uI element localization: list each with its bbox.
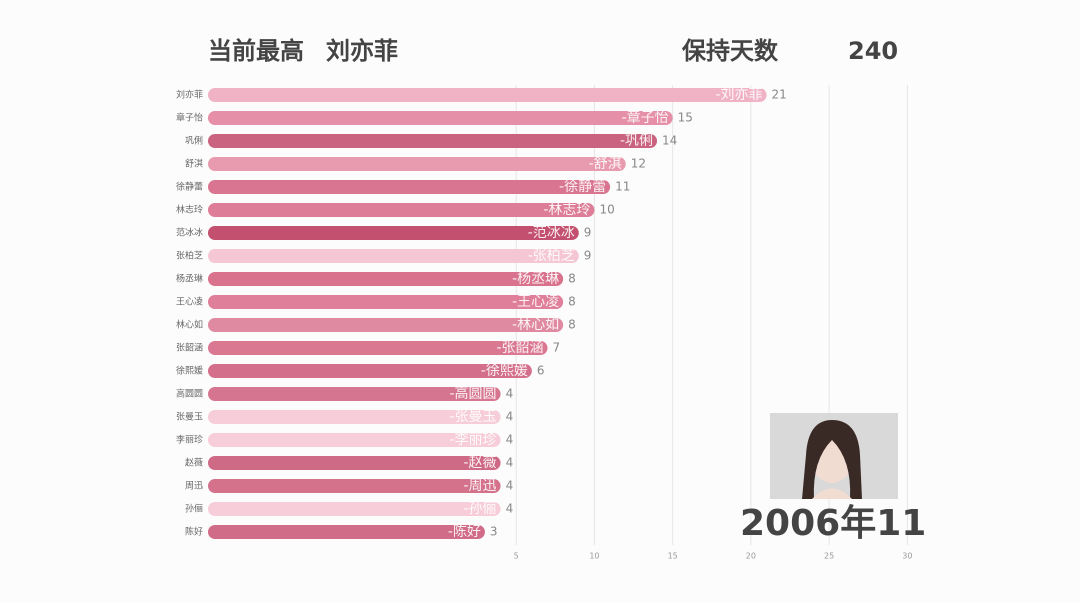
value-label: 9 (584, 249, 592, 263)
bar (208, 295, 564, 309)
bar-label: -章子怡 (622, 109, 669, 126)
bar (208, 203, 595, 217)
category-label: 李丽珍 (176, 434, 203, 446)
bar-label: -徐熙媛 (481, 363, 528, 379)
value-label: 11 (615, 180, 630, 194)
category-label: 张曼玉 (176, 412, 203, 423)
bar-label: -林心如 (512, 317, 559, 333)
category-label: 徐熙媛 (176, 365, 203, 377)
value-label: 4 (506, 479, 514, 493)
bar (208, 341, 548, 355)
category-label: 张韶涵 (176, 342, 203, 354)
bar-label: -张曼玉 (450, 409, 497, 425)
value-label: 3 (490, 525, 498, 539)
category-label: 巩俐 (185, 135, 203, 147)
bar (208, 88, 767, 102)
value-label: 7 (553, 341, 561, 355)
value-label: 4 (506, 456, 514, 470)
x-tick-label: 15 (668, 552, 678, 561)
category-label: 陈好 (185, 526, 203, 538)
bar (208, 111, 673, 125)
bar-label: -舒淇 (589, 156, 622, 172)
bar-label: -周迅 (464, 478, 497, 494)
category-label: 周迅 (185, 481, 203, 492)
x-tick-label: 10 (589, 552, 599, 561)
category-label: 范冰冰 (176, 227, 203, 239)
bar (208, 410, 501, 424)
value-label: 8 (568, 272, 576, 286)
bar (208, 479, 501, 493)
bar (208, 525, 485, 539)
bar (208, 249, 579, 263)
x-tick-label: 25 (824, 552, 834, 561)
bar (208, 226, 579, 240)
days-label: 保持天数 (681, 37, 779, 65)
value-label: 4 (506, 387, 514, 401)
category-label: 张柏芝 (176, 250, 203, 262)
bar-label: -林志玲 (543, 202, 590, 218)
photo (770, 413, 898, 499)
value-label: 9 (584, 226, 592, 240)
value-label: 15 (678, 111, 693, 125)
bar (208, 387, 501, 401)
bar-label: -王心凌 (512, 294, 559, 310)
value-label: 12 (631, 157, 646, 171)
bar (208, 318, 564, 332)
bar-label: -张柏芝 (528, 248, 575, 264)
x-tick-label: 20 (746, 552, 756, 561)
value-label: 14 (662, 134, 677, 148)
bar (208, 364, 532, 378)
x-tick-label: 5 (514, 552, 519, 561)
bar-label: -孙俪 (464, 501, 497, 517)
bar-label: -陈好 (448, 523, 481, 540)
bar (208, 502, 501, 516)
bar-label: -巩俐 (620, 133, 653, 149)
value-label: 4 (506, 410, 514, 424)
category-label: 舒淇 (185, 158, 203, 170)
leader-name: 刘亦菲 (326, 37, 398, 65)
value-label: 8 (568, 295, 576, 309)
value-label: 6 (537, 364, 545, 378)
bar (208, 134, 658, 148)
category-label: 王心凌 (176, 296, 203, 308)
category-label: 林志玲 (176, 204, 203, 216)
days-value: 240 (848, 37, 898, 65)
bar-label: -张韶涵 (496, 340, 543, 356)
bar-label: -刘亦菲 (715, 87, 762, 103)
bar-label: -徐静蕾 (559, 179, 606, 195)
bar-label: -范冰冰 (528, 224, 575, 241)
category-label: 赵薇 (185, 457, 203, 469)
bar (208, 272, 564, 286)
value-label: 4 (506, 433, 514, 447)
value-label: 4 (506, 502, 514, 516)
category-label: 刘亦菲 (176, 89, 203, 101)
category-label: 林心如 (176, 319, 203, 331)
leader-label: 当前最高 (208, 37, 304, 65)
bar-label: -赵薇 (464, 455, 497, 471)
category-label: 徐静蕾 (176, 181, 203, 193)
x-tick-label: 30 (902, 552, 912, 561)
bar-label: -高圆圆 (450, 385, 497, 402)
category-label: 孙俪 (185, 503, 203, 515)
value-label: 10 (599, 203, 614, 217)
bar (208, 456, 501, 470)
bar (208, 180, 611, 194)
bar (208, 433, 501, 447)
bar-label: -李丽珍 (450, 432, 497, 448)
category-label: 章子怡 (176, 112, 203, 124)
bar (208, 157, 626, 171)
bar-label: -杨丞琳 (512, 271, 559, 287)
category-label: 高圆圆 (176, 388, 203, 400)
date-label: 2006年11 (740, 503, 926, 544)
value-label: 8 (568, 318, 576, 332)
category-label: 杨丞琳 (176, 273, 203, 285)
value-label: 21 (772, 88, 787, 102)
